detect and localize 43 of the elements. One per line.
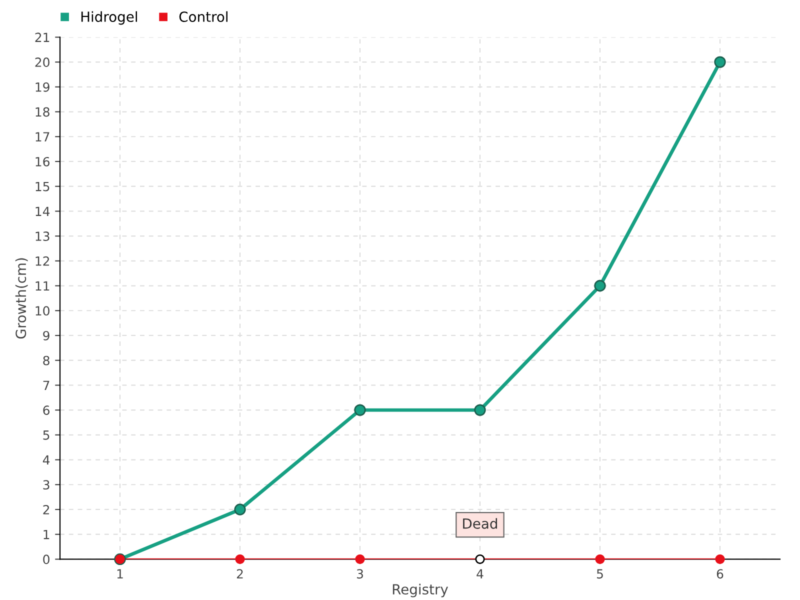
- y-tick-label: 13: [36, 232, 50, 241]
- y-tick-label: 17: [36, 132, 50, 142]
- y-tick-label: 9: [43, 330, 50, 340]
- point: [355, 554, 365, 564]
- y-tick-label: 0: [43, 554, 50, 564]
- y-tick-label: 4: [42, 455, 50, 465]
- point: [594, 280, 606, 292]
- legend-label: Hidrogel: [81, 11, 137, 25]
- y-tick-label: 19: [36, 82, 50, 92]
- x-tick-label: 5: [596, 569, 603, 579]
- y-tick-label: 7: [43, 380, 50, 390]
- x-tick-label: 4: [476, 569, 484, 578]
- y-tick-label: 11: [36, 281, 50, 291]
- point: [234, 504, 246, 516]
- y-tick-label: 14: [36, 206, 50, 216]
- y-tick-label: 3: [43, 480, 50, 490]
- point: [595, 554, 605, 564]
- y-tick-label: 2: [43, 504, 50, 514]
- y-tick-label: 12: [36, 256, 50, 266]
- y-tick-label: 6: [43, 406, 50, 415]
- point: [235, 554, 245, 564]
- point: [475, 554, 485, 564]
- point: [715, 554, 725, 564]
- y-tick-label: 20: [35, 58, 50, 67]
- legend-label: Control: [179, 11, 228, 22]
- y-tick-label: 5: [43, 430, 50, 440]
- x-tick-label: 2: [236, 569, 243, 578]
- point: [474, 404, 486, 416]
- y-axis-title: Growth(cm): [15, 258, 28, 339]
- y-tick-label: 1: [44, 530, 50, 540]
- x-tick-label: 3: [356, 569, 363, 579]
- x-axis-title: Registry: [392, 584, 448, 598]
- point: [354, 404, 366, 416]
- x-tick-label: 1: [117, 569, 123, 578]
- y-tick-label: 10: [36, 306, 50, 316]
- x-tick-label: 6: [716, 569, 724, 579]
- y-tick-label: 15: [36, 182, 50, 192]
- y-tick-label: 16: [36, 156, 50, 166]
- y-tick-label: 8: [43, 356, 50, 366]
- y-tick-label: 21: [35, 32, 50, 42]
- annotation: Dead: [463, 518, 498, 529]
- point: [714, 56, 726, 68]
- y-tick-label: 18: [36, 107, 50, 117]
